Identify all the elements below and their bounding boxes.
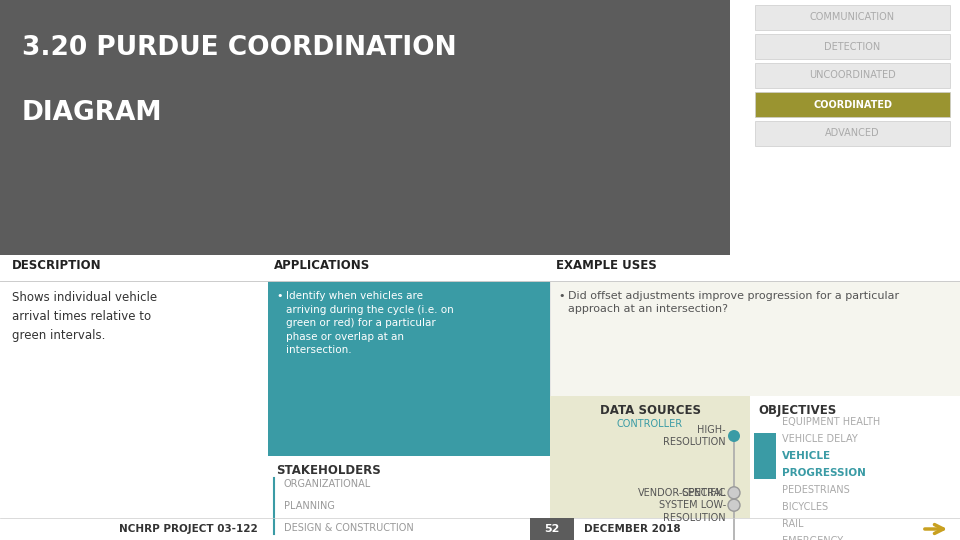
Text: DECEMBER 2018: DECEMBER 2018 (584, 524, 681, 534)
Text: VENDOR-SPECIFIC: VENDOR-SPECIFIC (637, 488, 726, 498)
Bar (755, 63, 950, 88)
Bar (755, 121, 950, 146)
Text: EQUIPMENT HEALTH: EQUIPMENT HEALTH (782, 417, 880, 427)
Bar (755, 34, 950, 59)
Text: DATA SOURCES: DATA SOURCES (599, 404, 701, 417)
Text: NCHRP PROJECT 03-122: NCHRP PROJECT 03-122 (119, 524, 258, 534)
Text: DESCRIPTION: DESCRIPTION (12, 259, 102, 272)
Text: PLANNING: PLANNING (284, 501, 335, 511)
Text: EXAMPLE USES: EXAMPLE USES (556, 259, 657, 272)
Text: DIAGRAM: DIAGRAM (22, 100, 162, 126)
Text: VEHICLE: VEHICLE (782, 451, 831, 461)
Text: COMMUNICATION: COMMUNICATION (810, 12, 895, 23)
Text: DESIGN & CONSTRUCTION: DESIGN & CONSTRUCTION (284, 523, 414, 533)
Text: EMERGENCY: EMERGENCY (782, 536, 843, 540)
Text: RAIL: RAIL (782, 519, 804, 529)
Bar (550, 281, 960, 396)
Bar (530, 518, 574, 540)
Text: DETECTION: DETECTION (825, 42, 880, 51)
Text: UNCOORDINATED: UNCOORDINATED (809, 71, 896, 80)
Text: BICYCLES: BICYCLES (782, 502, 828, 512)
Text: HIGH-
RESOLUTION: HIGH- RESOLUTION (663, 425, 726, 447)
Text: •: • (276, 291, 282, 301)
Bar (0, 0, 730, 255)
Text: CENTRAL
SYSTEM LOW-
RESOLUTION: CENTRAL SYSTEM LOW- RESOLUTION (659, 488, 726, 523)
Text: Shows individual vehicle
arrival times relative to
green intervals.: Shows individual vehicle arrival times r… (12, 291, 157, 342)
Bar (754, 433, 776, 479)
Text: APPLICATIONS: APPLICATIONS (274, 259, 371, 272)
Text: COORDINATED: COORDINATED (813, 99, 892, 110)
Text: •: • (558, 291, 564, 301)
Circle shape (728, 499, 740, 511)
Text: PROGRESSION: PROGRESSION (782, 468, 866, 478)
Bar (550, 396, 750, 518)
Text: Identify when vehicles are
arriving during the cycle (i.e. on
green or red) for : Identify when vehicles are arriving duri… (286, 291, 454, 355)
Text: ADVANCED: ADVANCED (826, 129, 879, 138)
Bar (755, 92, 950, 117)
Text: 52: 52 (544, 524, 560, 534)
Text: PEDESTRIANS: PEDESTRIANS (782, 485, 850, 495)
Text: VEHICLE DELAY: VEHICLE DELAY (782, 434, 857, 444)
Bar (755, 5, 950, 30)
Circle shape (728, 487, 740, 499)
Text: Did offset adjustments improve progression for a particular
approach at an inter: Did offset adjustments improve progressi… (568, 291, 900, 314)
Text: 3.20 PURDUE COORDINATION: 3.20 PURDUE COORDINATION (22, 35, 457, 61)
Circle shape (728, 430, 740, 442)
Bar (268, 281, 550, 456)
Text: OBJECTIVES: OBJECTIVES (758, 404, 836, 417)
Text: CONTROLLER: CONTROLLER (617, 419, 684, 429)
Text: STAKEHOLDERS: STAKEHOLDERS (276, 464, 381, 477)
Bar (750, 396, 960, 518)
Text: ORGANIZATIONAL: ORGANIZATIONAL (284, 479, 372, 489)
